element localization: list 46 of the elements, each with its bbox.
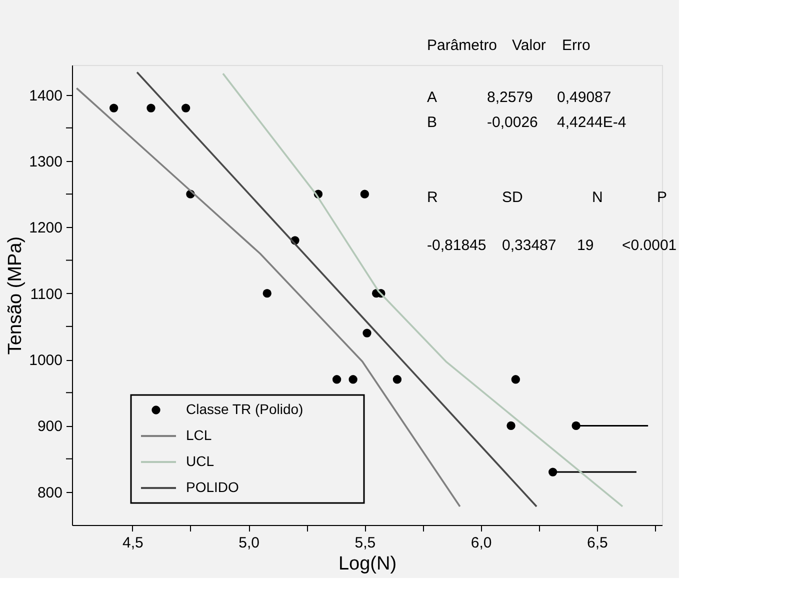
text: Valor (512, 37, 546, 54)
legend-label: LCL (186, 427, 212, 443)
x-tick-label: 6,0 (470, 534, 492, 552)
point (360, 190, 370, 198)
y-tick-label: 900 (37, 418, 62, 436)
point (362, 328, 372, 338)
x-tick-label: 6,5 (587, 534, 608, 552)
annotation: <0.0001 (622, 237, 677, 254)
annotation: P (657, 189, 668, 206)
y-tick-label: 1100 (30, 286, 62, 303)
point (506, 421, 516, 430)
annotation: SD (502, 189, 524, 206)
x-tick-label: 5,0 (238, 534, 260, 552)
annotation: B (427, 114, 438, 131)
point (332, 375, 342, 384)
point (511, 375, 520, 384)
point (109, 104, 118, 112)
point (392, 375, 402, 384)
y-axis-title: Tensão (MPa) (5, 236, 26, 355)
annotation: A (427, 89, 438, 106)
text: Parâmetro (427, 37, 498, 54)
x-axis-title: Log(N) (338, 554, 397, 574)
annotation: 19 (577, 237, 594, 254)
x-tick-label: 4,5 (122, 534, 144, 552)
annotation: 8,2579 (487, 89, 533, 106)
annotation: 0,49087 (557, 89, 612, 106)
annotation: 0,33487 (502, 237, 556, 254)
x-tick-label: 5,5 (354, 534, 376, 552)
annotation: N (592, 189, 603, 206)
y-tick-label: 1400 (29, 87, 62, 104)
legend-label: UCL (186, 453, 214, 469)
annotation: -0,0026 (487, 114, 538, 131)
y-tick-label: 800 (37, 484, 62, 502)
text: Erro (562, 37, 590, 54)
y-tick-label: 1200 (29, 220, 62, 237)
point (146, 104, 156, 112)
point (181, 104, 190, 112)
annotation: R (427, 189, 438, 206)
legend-label: POLIDO (186, 479, 240, 495)
point (348, 375, 358, 384)
y-tick-label: 1300 (29, 153, 62, 170)
point (262, 289, 272, 298)
y-tick-label: 1000 (29, 352, 62, 370)
legend-label: Classe TR (Polido) (186, 401, 304, 417)
annotation: -0,81845 (427, 237, 486, 254)
annotation: 4,4244E-4 (557, 114, 626, 131)
